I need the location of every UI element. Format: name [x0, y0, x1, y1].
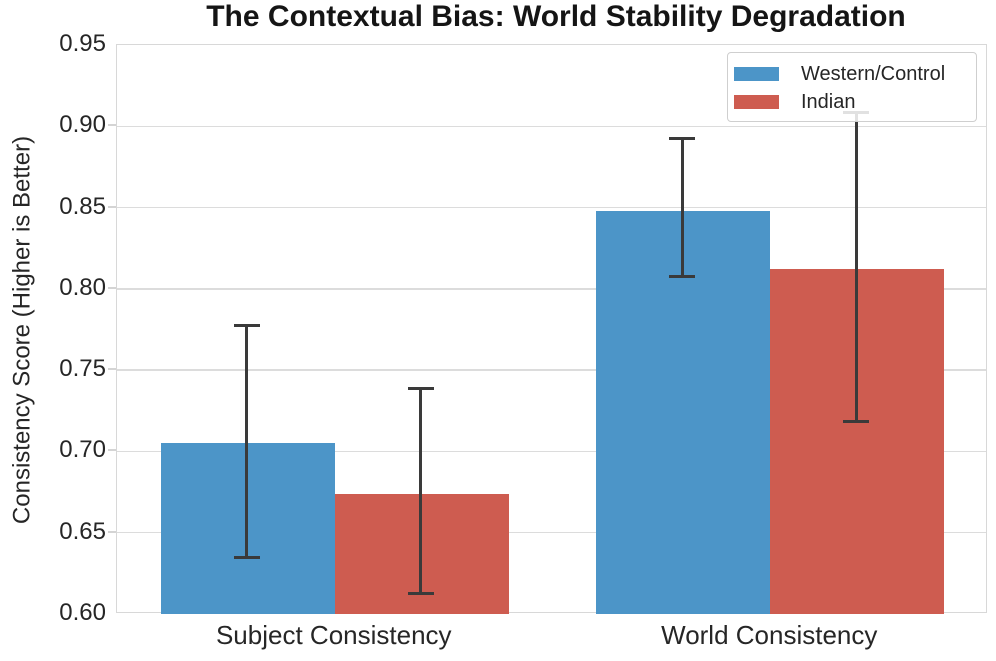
y-tick-label: 0.80 — [59, 273, 106, 301]
legend-label: Indian — [801, 90, 856, 113]
legend-item-indian: Indian — [734, 88, 976, 116]
error-bar — [245, 325, 249, 558]
y-tick-label: 0.70 — [59, 436, 106, 464]
legend-label: Western/Control — [801, 62, 946, 85]
legend-swatch-western-control — [734, 67, 779, 81]
error-bar — [854, 112, 858, 422]
y-tick-mark — [108, 530, 116, 533]
gridline — [117, 450, 986, 453]
y-tick-mark — [108, 449, 116, 452]
gridline — [117, 369, 986, 371]
bar-western-control-1 — [596, 210, 771, 614]
x-tick-label: World Consistency — [661, 620, 878, 650]
gridline — [117, 125, 986, 128]
y-tick-label: 0.60 — [59, 599, 106, 626]
legend-swatch-indian — [734, 95, 779, 109]
error-bar — [419, 388, 423, 594]
y-tick-mark — [108, 124, 116, 127]
error-bar-cap — [407, 387, 434, 391]
error-bar-cap — [407, 591, 434, 595]
gridline — [117, 288, 986, 290]
y-tick-mark — [108, 286, 116, 289]
gridline — [117, 531, 986, 534]
y-tick-label: 0.95 — [59, 30, 106, 57]
error-bar-cap — [843, 419, 870, 423]
chart-title: The Contextual Bias: World Stability Deg… — [206, 0, 906, 33]
y-tick-mark — [108, 368, 116, 371]
legend-item-western-control: Western/Control — [734, 60, 976, 88]
error-bar-cap — [669, 274, 696, 278]
y-tick-label: 0.90 — [59, 111, 106, 139]
error-bar-cap — [233, 556, 260, 560]
y-tick-mark — [108, 205, 116, 208]
y-tick-label: 0.85 — [59, 192, 106, 220]
error-bar-cap — [233, 323, 260, 327]
y-tick-label: 0.75 — [59, 355, 106, 383]
y-tick-label: 0.65 — [59, 517, 106, 545]
error-bar-cap — [669, 136, 696, 140]
legend: Western/Control Indian — [727, 52, 977, 122]
error-bar — [680, 138, 684, 277]
x-tick-label: Subject Consistency — [215, 620, 452, 650]
gridline — [117, 206, 986, 209]
